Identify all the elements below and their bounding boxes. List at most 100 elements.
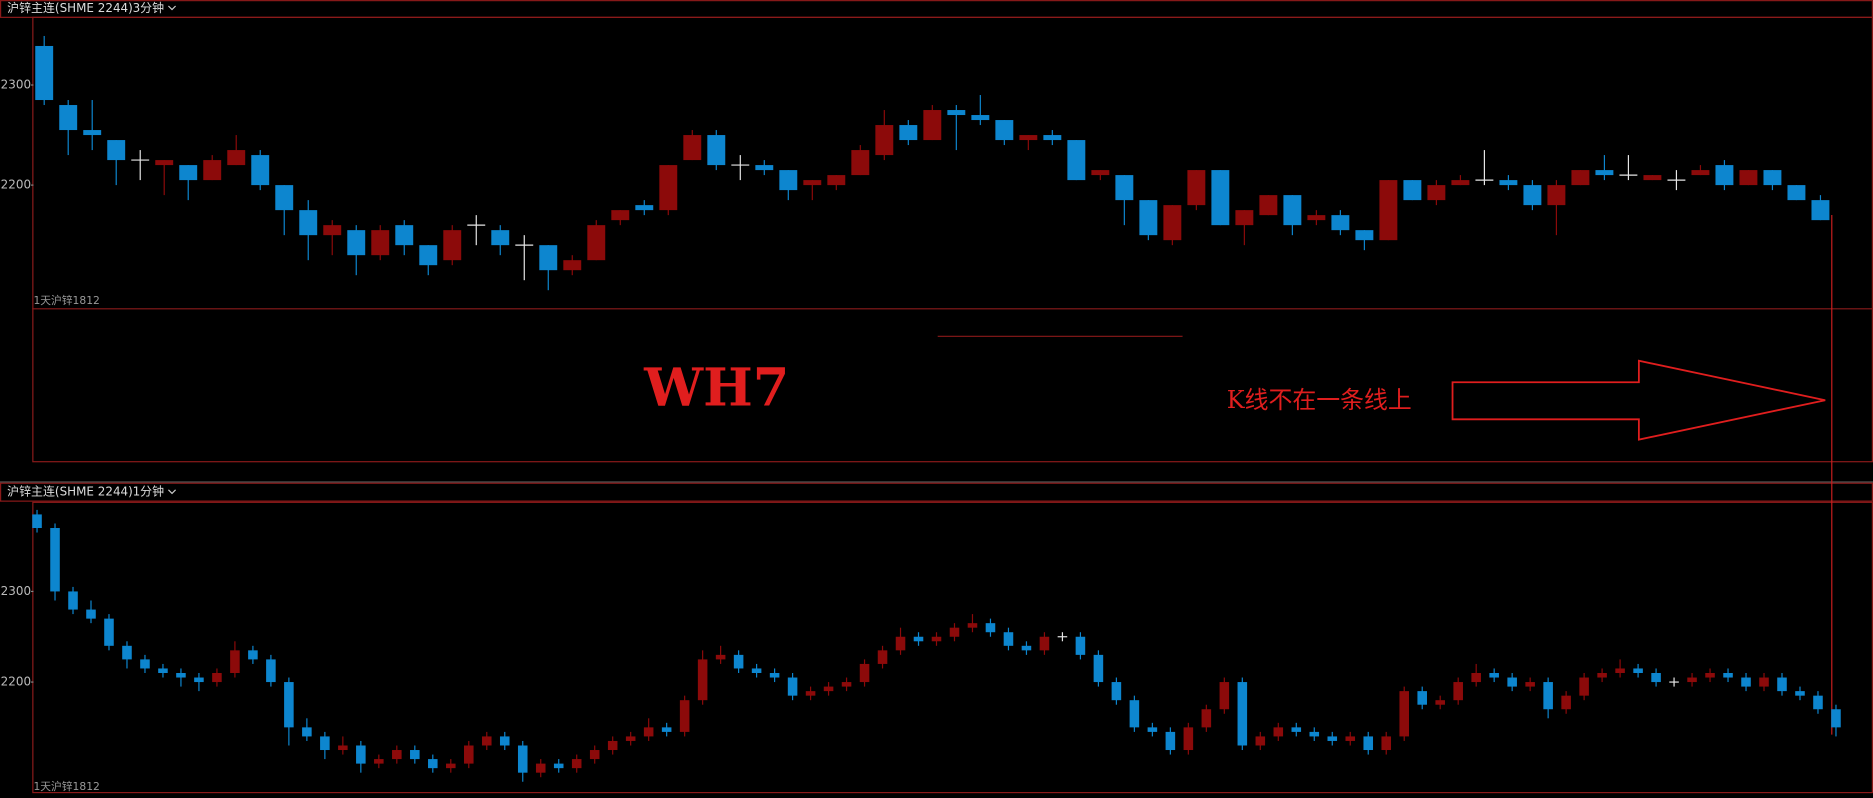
- candle-body: [751, 668, 762, 673]
- y-tick-label: 22200: [0, 178, 31, 192]
- candle-body: [1787, 185, 1806, 201]
- candle-body: [1139, 200, 1158, 236]
- candle-body: [1561, 695, 1571, 710]
- candle-body: [875, 125, 894, 156]
- candle-body: [851, 150, 870, 176]
- candle-body: [1043, 135, 1062, 141]
- candle-body: [140, 659, 150, 669]
- candle-body: [1345, 736, 1356, 741]
- candle-body: [59, 105, 78, 131]
- candle-body: [356, 745, 366, 764]
- candle-body: [1471, 672, 1481, 683]
- candle-body: [1417, 691, 1427, 705]
- candle-body: [1741, 677, 1751, 687]
- dropdown-chevron[interactable]: [168, 489, 177, 495]
- bottom-period[interactable]: 1分钟: [133, 484, 165, 499]
- candle-body: [715, 654, 726, 660]
- candle-body: [1759, 677, 1769, 687]
- candle-body: [769, 672, 780, 678]
- candle-body: [374, 759, 384, 764]
- candle-body: [194, 677, 204, 683]
- candle-body: [1687, 677, 1697, 683]
- dropdown-chevron[interactable]: [168, 5, 177, 11]
- candle-body: [563, 260, 582, 271]
- candle-body: [913, 636, 924, 642]
- candle-body: [86, 609, 96, 619]
- candle-body: [1435, 700, 1445, 705]
- candle-body: [923, 110, 942, 141]
- candle-body: [68, 591, 78, 610]
- candle-body: [1091, 170, 1110, 176]
- candle-body: [32, 514, 42, 529]
- candle-body: [104, 618, 114, 646]
- candle-body: [203, 160, 222, 181]
- candle-body: [539, 245, 558, 271]
- y-tick-label: 22200: [0, 675, 31, 689]
- candle-body: [1763, 170, 1782, 186]
- candle-body: [1571, 170, 1590, 186]
- candle-body: [35, 45, 54, 101]
- candle-body: [1201, 709, 1212, 728]
- candle-body: [1075, 636, 1086, 655]
- candle-body: [625, 736, 636, 741]
- candle-body: [1579, 677, 1589, 696]
- candle-body: [1003, 632, 1014, 646]
- candle-body: [1115, 175, 1134, 201]
- top-legend: 1天沪锌1812: [33, 294, 99, 307]
- candle-body: [635, 205, 654, 211]
- candle-body: [1039, 636, 1050, 651]
- candle-body: [733, 654, 744, 669]
- candle-body: [707, 135, 726, 166]
- top-panel-frame: [32, 16, 1873, 463]
- candle-body: [1235, 210, 1254, 226]
- candle-body: [410, 750, 420, 760]
- candle-body: [1547, 185, 1566, 206]
- candle-body: [1327, 736, 1338, 741]
- candle-body: [122, 645, 132, 660]
- annotation-note: K线不在一条线上: [1227, 386, 1412, 414]
- candle-body: [107, 140, 126, 161]
- candle-body: [338, 745, 348, 751]
- candle-body: [248, 650, 258, 660]
- candle-body: [50, 528, 60, 592]
- candle-body: [463, 745, 474, 764]
- y-tick-label: 22300: [0, 584, 31, 598]
- candle-body: [491, 230, 510, 246]
- candle-body: [967, 623, 978, 628]
- candle-body: [1633, 668, 1643, 673]
- candle-body: [1021, 645, 1032, 651]
- candle-body: [428, 759, 438, 769]
- candle-body: [1451, 180, 1470, 186]
- candle-body: [1219, 682, 1230, 710]
- candle-body: [899, 125, 918, 141]
- candle-body: [155, 160, 174, 166]
- candle-body: [1147, 727, 1158, 732]
- annotation-arrow: [1451, 359, 1826, 441]
- bottom-symbol[interactable]: 沪锌主连(SHME 2244): [7, 484, 133, 499]
- candle-body: [877, 650, 888, 664]
- candle-body: [1597, 672, 1607, 678]
- candle-body: [1427, 185, 1446, 201]
- top-symbol[interactable]: 沪锌主连(SHME 2244): [7, 0, 133, 15]
- candle-body: [1795, 691, 1805, 696]
- candle-body: [302, 727, 312, 737]
- candle-body: [320, 736, 330, 751]
- candle-body: [1309, 731, 1320, 737]
- candle-body: [1651, 672, 1661, 683]
- candle-body: [859, 663, 870, 683]
- candle-body: [1129, 700, 1140, 728]
- candle-body: [1067, 140, 1086, 181]
- candle-body: [1705, 672, 1715, 678]
- candle-body: [683, 135, 702, 161]
- candle-body: [1739, 170, 1758, 186]
- candle-body: [1291, 727, 1302, 732]
- candle-body: [83, 130, 102, 136]
- top-period[interactable]: 3分钟: [133, 0, 165, 15]
- candle-body: [1489, 672, 1499, 678]
- candle-body: [481, 736, 492, 746]
- candle-body: [230, 650, 240, 673]
- candle-body: [659, 165, 678, 211]
- candle-body: [895, 636, 906, 651]
- candle-body: [275, 185, 294, 211]
